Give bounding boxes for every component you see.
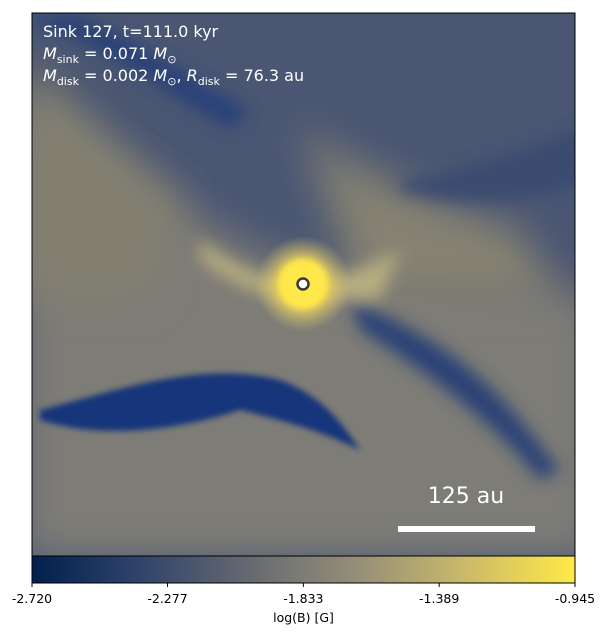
annotation-line: Msink = 0.071 M⊙ — [43, 44, 176, 66]
annotation-subscript: sink — [57, 53, 80, 66]
annotation-text: = 0.071 — [79, 44, 153, 63]
colorbar-tick-label: -1.389 — [419, 591, 459, 606]
annotation-subscript: ⊙ — [167, 53, 176, 66]
field-image — [32, 13, 575, 556]
sink-marker — [296, 277, 310, 291]
colorbar-label: log(B) [G] — [273, 610, 334, 625]
annotation-subscript: ⊙ — [167, 75, 176, 88]
scale-bar-label: 125 au — [428, 484, 504, 509]
annotation-text: M — [153, 66, 167, 85]
scale-bar — [398, 526, 535, 532]
annotation-text: M — [43, 66, 57, 85]
annotation-text: , — [176, 66, 186, 85]
annotation-line: Mdisk = 0.002 M⊙, Rdisk = 76.3 au — [43, 66, 304, 88]
colorbar-tick-label: -2.720 — [12, 591, 52, 606]
annotation-text: = 0.002 — [79, 66, 153, 85]
annotation-line: Sink 127, t=111.0 kyr — [43, 22, 219, 41]
annotation-text: Sink 127, t=111.0 kyr — [43, 22, 219, 41]
colorbar-tick-label: -2.277 — [147, 591, 187, 606]
colorbar — [31, 555, 576, 584]
colorbar-tick-label: -1.833 — [283, 591, 323, 606]
colorbar-tick-label: -0.945 — [555, 591, 595, 606]
annotation-text: M — [43, 44, 57, 63]
annotation-text: = 76.3 au — [220, 66, 304, 85]
annotation-subscript: disk — [57, 75, 80, 88]
annotation-text: R — [187, 66, 198, 85]
annotation-subscript: disk — [198, 75, 221, 88]
annotation-text: M — [153, 44, 167, 63]
